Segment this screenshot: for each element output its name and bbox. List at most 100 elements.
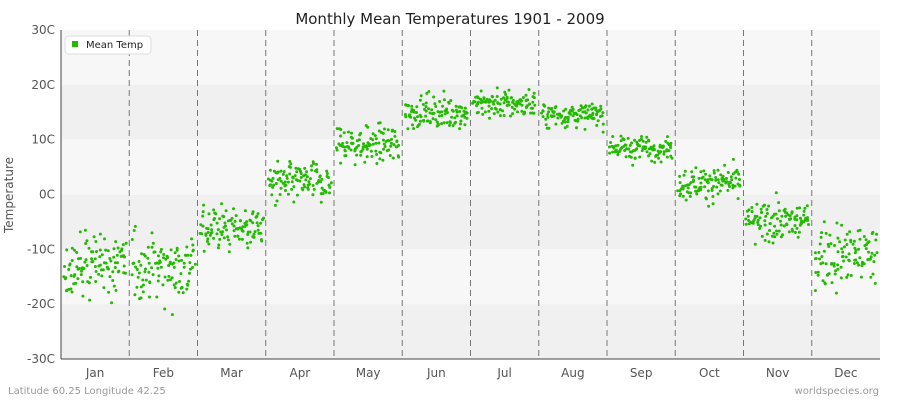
data-point xyxy=(226,238,230,242)
data-point xyxy=(251,221,255,225)
data-point xyxy=(520,99,523,103)
y-tick-label: -30C xyxy=(27,352,55,366)
data-point xyxy=(752,218,756,222)
data-point xyxy=(768,229,771,232)
data-point xyxy=(170,313,174,317)
data-point xyxy=(773,224,777,228)
data-point xyxy=(419,119,422,123)
data-point xyxy=(343,149,347,153)
data-point xyxy=(215,232,219,236)
data-point xyxy=(387,139,391,143)
data-point xyxy=(157,274,161,278)
data-point xyxy=(844,255,848,259)
data-point xyxy=(703,178,707,182)
data-point xyxy=(371,142,375,146)
data-point xyxy=(735,170,739,174)
data-point xyxy=(191,249,195,253)
data-point xyxy=(387,148,391,152)
data-point xyxy=(162,256,165,260)
data-point xyxy=(448,121,452,125)
data-point xyxy=(731,172,735,176)
data-point xyxy=(699,185,703,189)
data-point xyxy=(502,96,506,100)
data-point xyxy=(347,146,351,150)
data-point xyxy=(318,174,322,178)
data-point xyxy=(65,248,69,252)
data-point xyxy=(141,290,145,294)
data-point xyxy=(305,175,309,179)
data-point xyxy=(502,114,506,117)
data-point xyxy=(641,139,645,143)
data-point xyxy=(650,159,654,163)
data-point xyxy=(694,166,698,170)
data-point xyxy=(434,105,438,108)
data-point xyxy=(422,118,426,122)
data-point xyxy=(712,171,716,175)
data-point xyxy=(289,162,293,166)
data-point xyxy=(560,114,564,118)
data-point xyxy=(802,209,806,213)
data-point xyxy=(139,263,143,267)
data-point xyxy=(532,111,536,115)
data-point xyxy=(764,214,768,218)
data-point xyxy=(299,176,303,179)
data-point xyxy=(312,162,315,166)
data-point xyxy=(817,250,821,254)
data-point xyxy=(182,265,186,269)
data-point xyxy=(773,235,777,239)
data-point xyxy=(828,233,832,237)
data-point xyxy=(460,106,464,110)
data-point xyxy=(584,111,588,115)
data-point xyxy=(218,217,222,221)
data-point xyxy=(350,131,353,135)
data-point xyxy=(207,212,211,216)
data-point xyxy=(849,274,853,277)
data-point xyxy=(676,189,680,193)
data-point xyxy=(502,101,506,105)
data-point xyxy=(780,214,784,218)
data-point xyxy=(234,214,238,218)
data-point xyxy=(847,252,851,256)
data-point xyxy=(532,96,536,100)
data-point xyxy=(283,180,287,184)
data-point xyxy=(730,178,734,182)
data-point xyxy=(616,143,620,147)
data-point xyxy=(442,98,446,102)
data-point xyxy=(795,218,799,222)
data-point xyxy=(220,233,224,237)
data-point xyxy=(430,108,434,112)
legend: Mean Temp xyxy=(64,35,152,55)
data-point xyxy=(463,115,467,119)
data-point xyxy=(271,176,275,180)
data-point xyxy=(315,170,319,174)
data-point xyxy=(465,111,469,115)
data-point xyxy=(442,121,446,125)
data-point xyxy=(832,264,836,268)
data-point xyxy=(417,122,421,126)
data-point xyxy=(104,248,108,252)
data-point xyxy=(454,104,458,108)
data-point xyxy=(278,176,282,180)
data-point xyxy=(638,144,642,148)
data-point xyxy=(377,141,381,145)
data-point xyxy=(697,176,701,180)
data-point xyxy=(564,107,568,111)
data-point xyxy=(308,182,311,186)
data-point xyxy=(628,143,632,147)
data-point xyxy=(112,284,116,288)
data-point xyxy=(107,290,111,294)
data-point xyxy=(179,272,183,276)
data-point xyxy=(85,239,89,243)
data-point xyxy=(806,218,810,222)
data-point xyxy=(229,218,233,222)
data-point xyxy=(100,274,104,278)
data-point xyxy=(465,116,469,120)
data-point xyxy=(98,255,102,259)
data-point xyxy=(371,132,375,136)
data-point xyxy=(79,256,82,260)
data-point xyxy=(516,110,519,114)
data-point xyxy=(212,208,216,212)
data-point xyxy=(102,286,106,290)
data-point xyxy=(718,189,722,193)
